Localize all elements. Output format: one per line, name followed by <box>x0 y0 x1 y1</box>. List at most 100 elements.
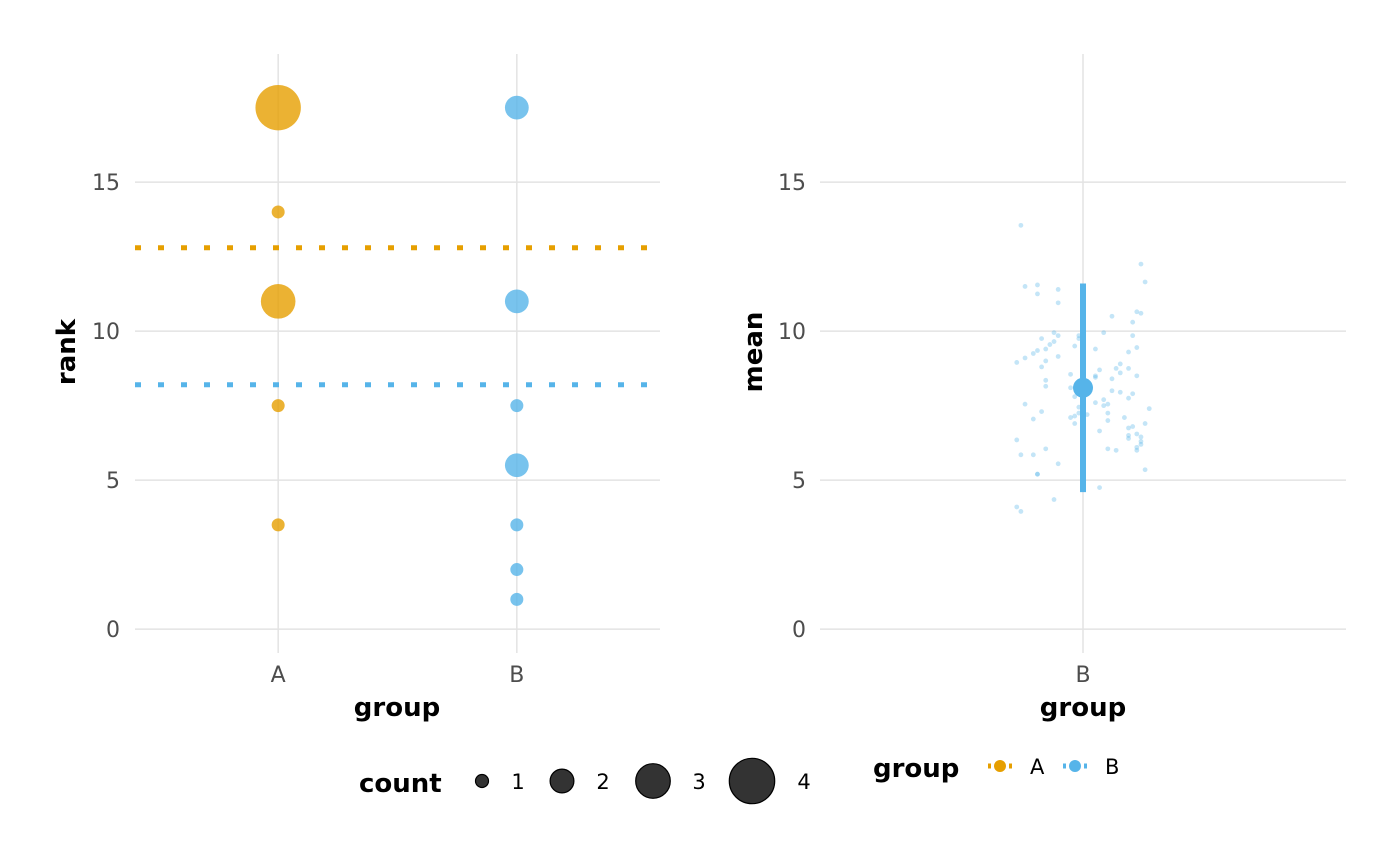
jitter-point-B <box>1068 385 1073 391</box>
jitter-point-B <box>1072 394 1078 400</box>
jitter-point-B <box>1142 467 1148 473</box>
jitter-point-B <box>1022 284 1028 289</box>
jitter-point-B <box>1105 410 1111 416</box>
jitter-point-B <box>1126 433 1131 438</box>
count-legend-label: 2 <box>596 770 609 794</box>
count-legend-items: 1 2 3 4 <box>474 757 811 805</box>
mean-by-group-panel: 0 5 10 15 B group mean <box>739 54 1346 723</box>
jitter-point-B <box>1043 346 1049 352</box>
jitter-point-B <box>1014 437 1020 443</box>
jitter-point-B <box>1055 333 1061 339</box>
jitter-point-B <box>1105 401 1111 407</box>
right-x-tick-label: B <box>1075 663 1090 688</box>
count-legend-key <box>549 768 575 794</box>
jitter-point-B <box>1035 282 1040 288</box>
jitter-point-B <box>1109 376 1115 382</box>
jitter-point-B <box>1134 431 1140 437</box>
jitter-point-B <box>1101 403 1107 409</box>
jitter-point-B <box>1093 374 1098 380</box>
jitter-point-B <box>1138 441 1144 447</box>
jitter-point-B <box>1035 471 1040 477</box>
right-x-axis-title: group <box>1040 693 1126 723</box>
point-B <box>510 399 524 413</box>
jitter-point-B <box>1035 471 1040 477</box>
jitter-point-B <box>1043 383 1049 389</box>
jitter-point-B <box>1051 497 1057 502</box>
right-jitter-points <box>1014 222 1152 514</box>
right-y-tick-label: 5 <box>792 469 806 494</box>
left-y-tick-label: 10 <box>92 320 120 345</box>
left-y-tick-labels: 0 5 10 15 <box>92 171 120 643</box>
jitter-point-B <box>1117 389 1123 395</box>
jitter-point-B <box>1105 418 1111 423</box>
jitter-point-B <box>1138 434 1144 440</box>
jitter-point-B <box>1097 485 1102 491</box>
jitter-point-B <box>1126 436 1131 441</box>
jitter-point-B <box>1130 391 1136 397</box>
group-legend-point-key <box>994 760 1006 772</box>
jitter-point-B <box>1142 279 1148 285</box>
jitter-point-B <box>1093 373 1098 379</box>
jitter-point-B <box>1109 313 1115 319</box>
jitter-point-B <box>1018 452 1024 458</box>
jitter-point-B <box>1138 439 1144 444</box>
left-x-tick-label: A <box>271 663 286 688</box>
point-A <box>255 84 301 131</box>
jitter-point-B <box>1072 413 1078 419</box>
jitter-point-B <box>1039 364 1044 370</box>
jitter-point-B <box>1030 452 1036 458</box>
jitter-point-B <box>1068 371 1073 377</box>
right-y-axis-title: mean <box>739 312 769 393</box>
group-legend-label: A <box>1030 755 1045 779</box>
count-legend-key <box>728 757 776 805</box>
group-legend-point-key <box>1069 760 1081 772</box>
jitter-point-B <box>1093 400 1098 406</box>
jitter-point-B <box>1130 424 1136 429</box>
jitter-point-B <box>1117 370 1123 376</box>
point-A <box>260 284 296 319</box>
jitter-point-B <box>1097 367 1102 373</box>
jitter-point-B <box>1022 355 1028 361</box>
point-B <box>510 518 524 532</box>
left-y-tick-label: 0 <box>106 618 120 643</box>
jitter-point-B <box>1035 348 1040 353</box>
count-legend-label: 3 <box>692 770 705 794</box>
right-y-tick-label: 10 <box>778 320 806 345</box>
jitter-point-B <box>1055 461 1061 467</box>
point-B <box>510 563 524 577</box>
jitter-point-B <box>1093 346 1098 352</box>
jitter-point-B <box>1146 406 1152 412</box>
jitter-point-B <box>1142 421 1148 426</box>
jitter-point-B <box>1072 343 1078 349</box>
left-points <box>255 84 529 606</box>
jitter-point-B <box>1138 310 1144 316</box>
jitter-point-B <box>1068 415 1073 420</box>
right-x-tick-labels: B <box>1075 663 1090 688</box>
count-legend-key <box>474 773 490 789</box>
left-x-axis-title: group <box>354 693 440 723</box>
jitter-point-B <box>1134 345 1140 350</box>
jitter-point-B <box>1126 366 1131 371</box>
jitter-point-B <box>1055 354 1061 359</box>
jitter-point-B <box>1018 509 1024 514</box>
right-mean-interval <box>1073 283 1093 493</box>
jitter-point-B <box>1022 401 1028 407</box>
jitter-point-B <box>1018 222 1024 228</box>
jitter-point-B <box>1051 330 1057 336</box>
jitter-point-B <box>1039 409 1044 415</box>
count-legend-label: 4 <box>797 770 810 794</box>
point-B <box>504 289 529 314</box>
jitter-point-B <box>1072 421 1078 426</box>
jitter-point-B <box>1030 351 1036 356</box>
jitter-point-B <box>1055 287 1061 292</box>
count-legend-key <box>635 763 671 799</box>
left-gridlines <box>135 54 660 653</box>
left-y-axis-title: rank <box>52 318 82 385</box>
jitter-point-B <box>1134 309 1140 315</box>
jitter-point-B <box>1043 377 1049 383</box>
jitter-point-B <box>1047 342 1053 347</box>
left-y-tick-label: 5 <box>106 469 120 494</box>
